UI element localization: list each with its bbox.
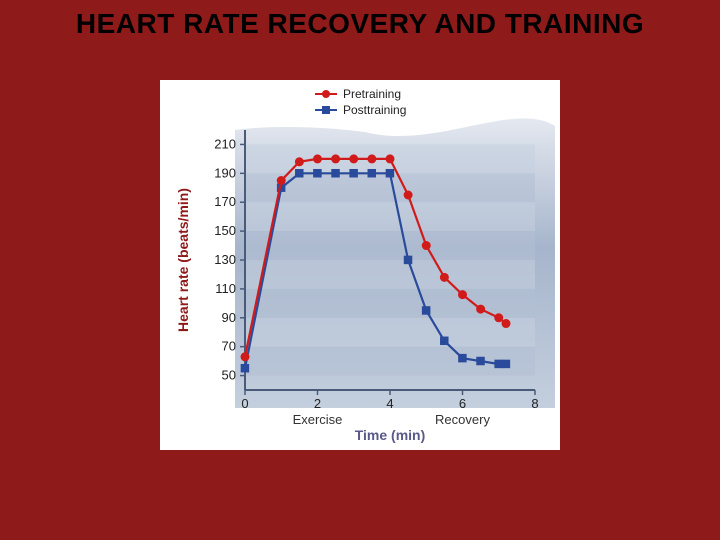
series-marker [404,191,412,199]
grid-band [245,202,535,231]
series-marker [386,169,394,177]
series-marker [332,169,340,177]
y-tick-label: 50 [222,368,236,383]
x-tick-label: 6 [459,396,466,411]
series-marker [350,169,358,177]
grid-band [245,347,535,376]
series-marker [332,155,340,163]
series-marker [295,158,303,166]
series-marker [422,242,430,250]
series-marker [440,273,448,281]
series-marker [314,169,322,177]
y-tick-label: 70 [222,339,236,354]
grid-band [245,231,535,260]
series-marker [422,307,430,315]
slide-root: HEART RATE RECOVERY AND TRAINING 50 70 90 1… [0,0,720,540]
legend-marker [322,90,330,98]
x-tick-label: 8 [531,396,538,411]
series-marker [350,155,358,163]
x-axis-label: Time (min) [355,427,426,443]
y-axis-label: Heart rate (beats/min) [175,188,191,332]
series-marker [441,337,449,345]
series-marker [477,357,485,365]
heart-rate-chart: 50 70 90 110 130 150 170 190 210 0 2 4 6 8 Exercise Rec… [160,80,560,450]
series-marker [368,169,376,177]
grid-band [245,318,535,347]
series-marker [459,354,467,362]
series-marker [495,314,503,322]
series-marker [314,155,322,163]
x-tick-label: 2 [314,396,321,411]
series-marker [459,291,467,299]
legend-marker [322,106,330,114]
grid-band [245,260,535,289]
series-marker [502,360,510,368]
y-tick-label: 190 [214,165,236,180]
series-marker [404,256,412,264]
series-marker [241,353,249,361]
series-marker [296,169,304,177]
series-marker [368,155,376,163]
chart-container: 50 70 90 110 130 150 170 190 210 0 2 4 6 8 Exercise Rec… [160,80,560,450]
series-marker [277,177,285,185]
y-tick-label: 110 [215,281,236,296]
y-tick-label: 170 [214,194,236,209]
legend-label: Posttraining [343,103,406,117]
x-tick-label: 4 [386,396,393,411]
series-marker [495,360,503,368]
slide-title: HEART RATE RECOVERY AND TRAINING [0,8,720,40]
series-marker [241,364,249,372]
legend-label: Pretraining [343,87,401,101]
y-tick-label: 90 [222,310,236,325]
x-annotation: Recovery [435,412,490,427]
y-tick-label: 210 [214,136,236,151]
series-marker [477,305,485,313]
x-tick-label: 0 [241,396,248,411]
y-tick-label: 150 [214,223,236,238]
x-annotation: Exercise [293,412,343,427]
series-marker [502,320,510,328]
y-tick-label: 130 [214,252,236,267]
series-marker [386,155,394,163]
